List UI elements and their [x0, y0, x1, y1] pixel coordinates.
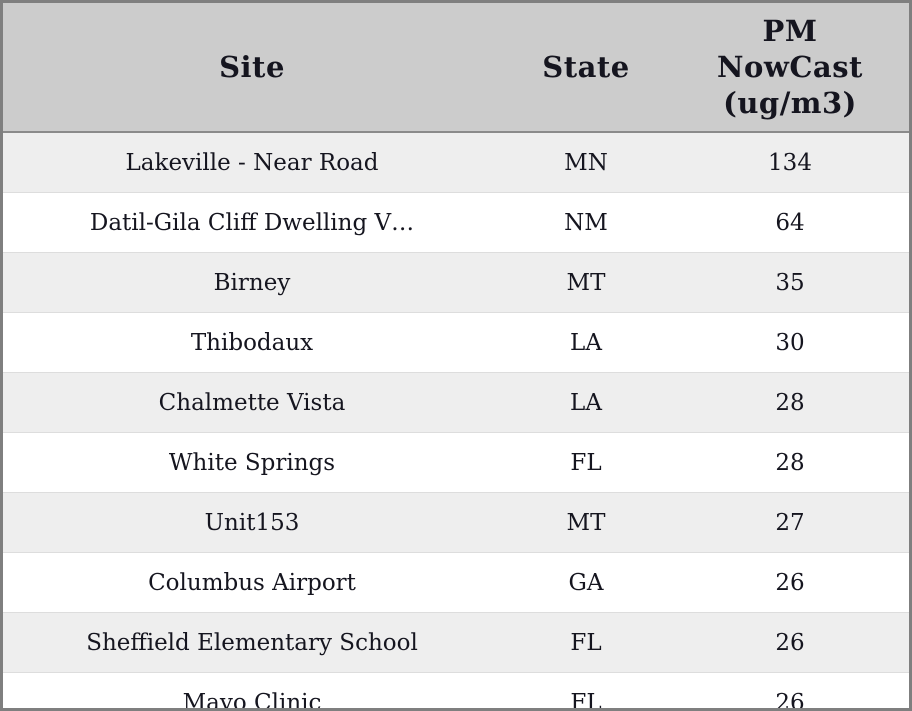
- table-row: Chalmette Vista LA 28: [3, 372, 909, 433]
- pm-cell: 28: [671, 432, 909, 493]
- state-cell: MT: [501, 252, 671, 313]
- site-cell: Mayo Clinic: [3, 672, 501, 708]
- pm-cell: 64: [671, 192, 909, 253]
- pm-cell: 26: [671, 552, 909, 613]
- state-cell: MN: [564, 149, 608, 176]
- header-row: Site State PM NowCast (ug/m3): [3, 3, 909, 133]
- site-cell: Sheffield Elementary School: [3, 612, 501, 673]
- column-header-pm: PM NowCast (ug/m3): [671, 3, 909, 133]
- table-row: Mayo Clinic FL 26: [3, 672, 909, 708]
- state-cell: FL: [501, 432, 671, 493]
- site-cell: White Springs: [3, 432, 501, 493]
- state-cell: FL: [501, 612, 671, 673]
- site-cell: Chalmette Vista: [3, 372, 501, 433]
- pm-cell: 28: [671, 372, 909, 433]
- table-header: Site State PM NowCast (ug/m3): [3, 3, 909, 133]
- table-row: Columbus Airport GA 26: [3, 552, 909, 613]
- column-header-state: State: [501, 3, 671, 133]
- site-pm-nowcast-table: Site State PM NowCast (ug/m3) Lakeville - …: [3, 3, 909, 708]
- site-cell: Lakeville - Near Road: [125, 149, 379, 176]
- table-row: Lakeville - Near Road MN 134: [3, 132, 909, 193]
- pm-cell: 27: [671, 492, 909, 553]
- state-cell: MT: [501, 492, 671, 553]
- site-cell: Thibodaux: [3, 312, 501, 373]
- state-cell: GA: [501, 552, 671, 613]
- table-row: White Springs FL 28: [3, 432, 909, 493]
- table-row: Unit153 MT 27: [3, 492, 909, 553]
- table-row: Birney MT 35: [3, 252, 909, 313]
- pm-cell: 35: [671, 252, 909, 313]
- table-row: Sheffield Elementary School FL 26: [3, 612, 909, 673]
- state-cell: FL: [501, 672, 671, 708]
- site-cell: Unit153: [3, 492, 501, 553]
- site-cell: Birney: [3, 252, 501, 313]
- pm-cell: 26: [671, 672, 909, 708]
- column-header-site: Site: [3, 3, 501, 133]
- pm-cell: 134: [768, 149, 812, 176]
- table-body: Lakeville - Near Road MN 134 Datil-Gila Cli…: [3, 132, 909, 708]
- state-cell: LA: [501, 312, 671, 373]
- state-cell: LA: [501, 372, 671, 433]
- state-cell: NM: [501, 192, 671, 253]
- table-row: Thibodaux LA 30: [3, 312, 909, 373]
- pm-cell: 26: [671, 612, 909, 673]
- site-cell: Datil-Gila Cliff Dwelling V…: [3, 192, 501, 253]
- table-row: Datil-Gila Cliff Dwelling V… NM 64: [3, 192, 909, 253]
- pm-cell: 30: [671, 312, 909, 373]
- site-cell: Columbus Airport: [3, 552, 501, 613]
